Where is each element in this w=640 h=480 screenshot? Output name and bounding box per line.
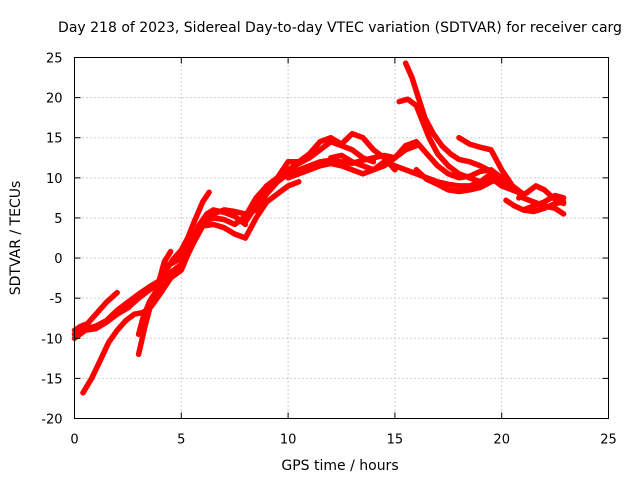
axis-ticks: 0 5 10 15 20 25 -20 -15 -10 -5 0 5 10 15 20 25: [41, 52, 617, 448]
series-group: [71, 60, 567, 396]
series-line-track-3: [71, 289, 120, 334]
plot-frame: [74, 57, 609, 419]
series-line-track-14: [413, 167, 526, 197]
y-tick-label: 10: [46, 172, 63, 187]
grid-lines: [74, 57, 609, 419]
y-tick-label: -20: [41, 413, 62, 428]
x-tick-label: 25: [600, 433, 617, 448]
series-line-track-16: [503, 197, 567, 215]
y-tick-label: 5: [54, 212, 62, 227]
series-line-track-18: [520, 192, 567, 213]
series-line-track-10: [285, 159, 505, 189]
y-tick-label: 25: [46, 52, 63, 67]
y-tick-label: -10: [41, 332, 62, 347]
x-tick-label: 15: [387, 433, 404, 448]
series-line-track-9: [263, 130, 398, 189]
y-tick-label: -5: [50, 292, 63, 307]
x-tick-label: 5: [177, 433, 185, 448]
series-line-track-5: [135, 189, 212, 358]
x-tick-label: 20: [493, 433, 510, 448]
series-line-track-11: [328, 138, 505, 181]
series-line-track-6: [135, 248, 174, 338]
y-axis-label: SDTVAR / TECUs: [8, 181, 24, 296]
series-line-track-4: [80, 207, 249, 396]
series-line-track-8: [242, 138, 377, 225]
y-tick-label: 0: [54, 252, 62, 267]
chart-title: Day 218 of 2023, Sidereal Day-to-day VTE…: [58, 20, 622, 36]
x-tick-label: 0: [70, 433, 78, 448]
x-tick-label: 10: [280, 433, 297, 448]
series-line-track-12: [396, 96, 526, 197]
y-tick-label: -15: [41, 372, 62, 387]
y-tick-label: 20: [46, 92, 63, 107]
x-axis-label: GPS time / hours: [281, 458, 398, 474]
y-tick-label: 15: [46, 132, 63, 147]
